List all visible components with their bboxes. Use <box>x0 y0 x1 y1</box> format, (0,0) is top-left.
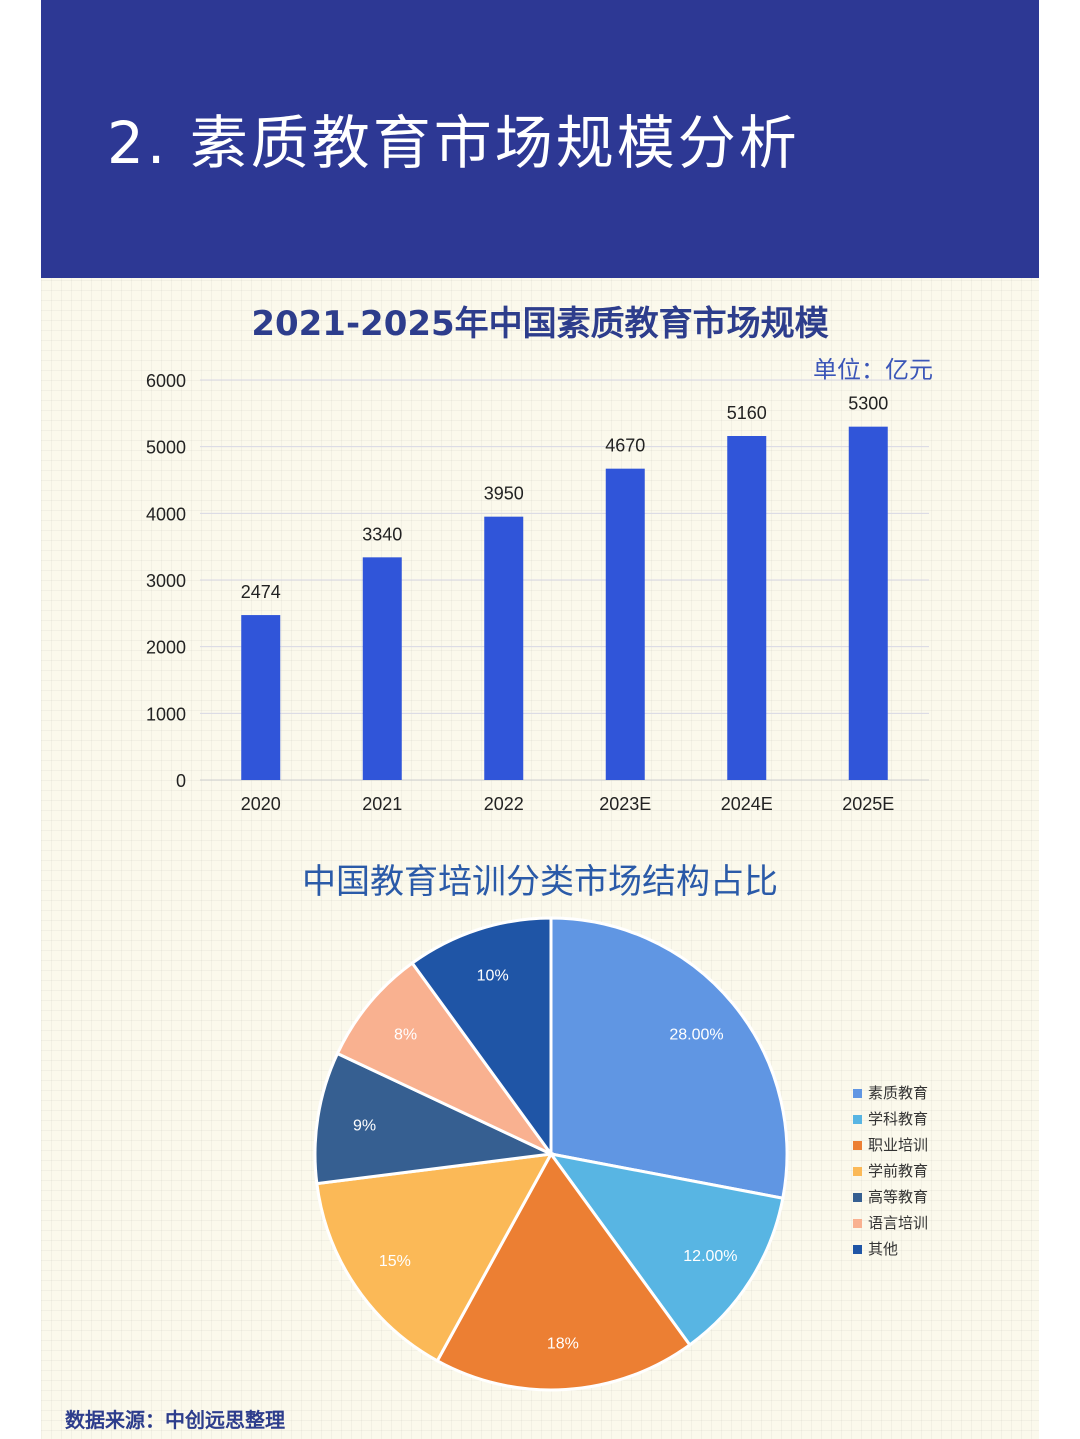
bar-data-label: 3340 <box>362 524 402 544</box>
legend-swatch <box>853 1141 862 1150</box>
x-tick-label: 2024E <box>721 794 773 814</box>
y-tick-label: 0 <box>176 771 186 791</box>
bar-data-label: 5300 <box>848 394 888 414</box>
bar-data-label: 5160 <box>727 403 767 423</box>
bar <box>605 468 645 780</box>
x-tick-label: 2025E <box>842 794 894 814</box>
bar-data-label: 2474 <box>241 582 281 602</box>
bar <box>848 426 888 780</box>
header-banner: 2. 素质教育市场规模分析 <box>41 0 1039 278</box>
pie-data-label: 28.00% <box>669 1027 723 1044</box>
pie-slice <box>313 1051 557 1186</box>
legend-label: 其他 <box>868 1241 898 1258</box>
bar-data-label: 3950 <box>484 484 524 504</box>
pie-data-label: 18% <box>547 1335 579 1352</box>
pie-slice <box>435 1151 692 1392</box>
pie-slice <box>547 1151 785 1348</box>
bar <box>727 436 767 780</box>
legend-label: 高等教育 <box>868 1188 928 1206</box>
bar-chart: 0 1000 2000 3000 4000 5000 6000 2474 2020 3340 202… <box>146 371 929 814</box>
pie-chart-title: 中国教育培训分类市场结构占比 <box>302 862 778 902</box>
pie-data-label: 9% <box>353 1117 376 1134</box>
bar <box>241 615 281 780</box>
legend-label: 学前教育 <box>868 1163 928 1180</box>
legend-swatch <box>853 1245 862 1254</box>
legend-swatch <box>853 1219 862 1228</box>
unit-label: 单位：亿元 <box>813 356 933 384</box>
bar-data-label: 4670 <box>605 436 645 456</box>
pie-chart: 28.00% 12.00% 18% 15% 9% 8% 10% 素质教育学科教育职业培训学前教… <box>313 916 928 1392</box>
pie-data-label: 12.00% <box>683 1248 737 1265</box>
data-source: 数据来源：中创远思整理 <box>65 1408 285 1432</box>
bar-chart-title: 2021-2025年中国素质教育市场规模 <box>251 304 829 344</box>
pie-slice <box>410 916 553 1159</box>
page-title: 2. 素质教育市场规模分析 <box>107 109 800 177</box>
legend-swatch <box>853 1167 862 1176</box>
y-tick-label: 6000 <box>146 371 186 391</box>
bar <box>362 557 402 780</box>
legend-label: 语言培训 <box>868 1215 928 1232</box>
legend-swatch <box>853 1193 862 1202</box>
pie-data-label: 15% <box>379 1253 411 1270</box>
legend-swatch <box>853 1089 862 1098</box>
y-tick-label: 2000 <box>146 638 186 658</box>
legend-swatch <box>853 1115 862 1124</box>
pie-slice <box>335 960 553 1156</box>
y-tick-label: 1000 <box>146 704 186 724</box>
x-tick-label: 2020 <box>241 794 281 814</box>
legend-label: 职业培训 <box>868 1137 928 1154</box>
bar <box>484 516 524 780</box>
pie-slice <box>549 916 789 1200</box>
y-tick-label: 4000 <box>146 504 186 524</box>
x-tick-label: 2023E <box>599 794 651 814</box>
y-tick-label: 5000 <box>146 438 186 458</box>
legend-label: 素质教育 <box>868 1085 928 1102</box>
pie-slice <box>315 1152 554 1363</box>
x-tick-label: 2022 <box>484 794 524 814</box>
legend-label: 学科教育 <box>868 1111 928 1128</box>
pie-data-label: 10% <box>477 967 509 984</box>
pie-data-label: 8% <box>394 1027 417 1044</box>
page: 2. 素质教育市场规模分析 2021-2025年中国素质教育市场规模 单位：亿元… <box>41 0 1039 1439</box>
x-tick-label: 2021 <box>362 794 402 814</box>
y-tick-label: 3000 <box>146 571 186 591</box>
